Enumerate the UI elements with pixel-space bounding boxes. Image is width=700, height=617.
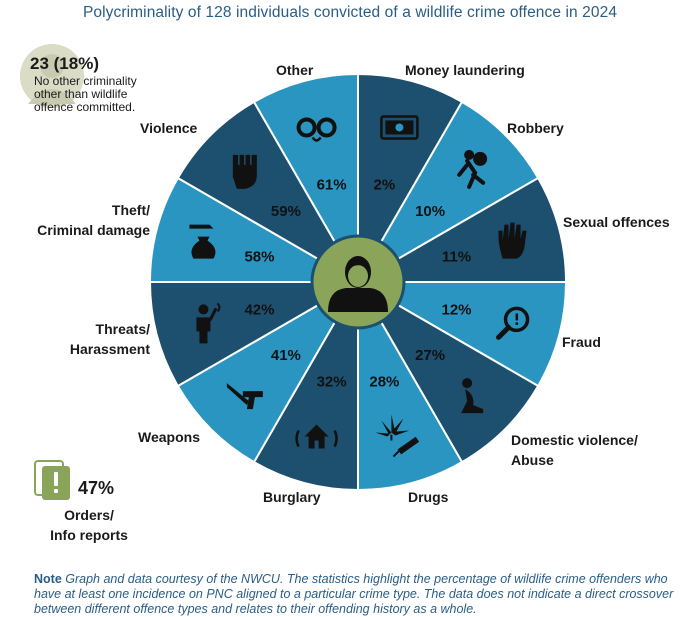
label-sexual-offences: Sexual offences: [563, 214, 670, 230]
value-label: 10%: [415, 203, 445, 220]
label-other: Other: [276, 62, 314, 78]
value-label: 12%: [442, 301, 472, 318]
no-criminality-value: 23 (18%): [30, 54, 99, 73]
fist-icon: [232, 154, 257, 189]
orders-value: 47%: [78, 478, 115, 498]
value-label: 59%: [271, 203, 301, 220]
magnifier-icon: [496, 306, 530, 340]
offender-avatar-icon: [328, 256, 388, 312]
label-burglary: Burglary: [263, 489, 321, 505]
handcuffs-icon: [296, 117, 337, 142]
label-domestic-violence: Domestic violence/ Abuse: [511, 432, 638, 468]
label-threats-harassment: Threats/ Harassment: [69, 321, 150, 357]
chart-note: Note Graph and data courtesy of the NWCU…: [34, 572, 674, 617]
thief-icon: [457, 149, 488, 189]
house-alarm-icon: [295, 424, 338, 449]
note-lead: Note: [34, 572, 62, 586]
banknote-icon: [380, 115, 419, 140]
label-fraud: Fraud: [562, 334, 601, 350]
value-label: 41%: [271, 347, 301, 364]
no-criminality-description: No other criminality other than wildlife…: [34, 74, 137, 114]
label-money-laundering: Money laundering: [405, 62, 525, 78]
value-label: 2%: [374, 176, 396, 193]
value-label: 27%: [415, 347, 445, 364]
value-label: 32%: [317, 374, 347, 391]
label-robbery: Robbery: [507, 120, 564, 136]
orders-label: Orders/ Info reports: [50, 507, 128, 543]
person-shouting-icon: [196, 302, 221, 344]
label-weapons: Weapons: [138, 429, 200, 445]
value-label: 58%: [244, 249, 274, 266]
cannabis-leaf-and-syringe-icon: [375, 414, 420, 458]
value-label: 28%: [369, 374, 399, 391]
exclamation-document-icon: [34, 460, 74, 507]
label-drugs: Drugs: [408, 489, 449, 505]
person-silhouette-icon: [20, 44, 84, 108]
value-label: 42%: [244, 301, 274, 318]
value-label: 61%: [317, 176, 347, 193]
value-label: 11%: [442, 249, 471, 266]
chart-title: Polycriminality of 128 individuals convi…: [82, 4, 618, 21]
stop-hand-icon: [498, 222, 527, 259]
knife-and-gun-icon: [226, 383, 263, 410]
note-text: Graph and data courtesy of the NWCU. The…: [34, 572, 674, 616]
label-theft-criminal-damage: Theft/ Criminal damage: [37, 202, 150, 238]
label-violence: Violence: [140, 120, 198, 136]
kneeling-person-icon: [461, 378, 484, 414]
hand-and-money-bag-icon: [189, 224, 216, 259]
